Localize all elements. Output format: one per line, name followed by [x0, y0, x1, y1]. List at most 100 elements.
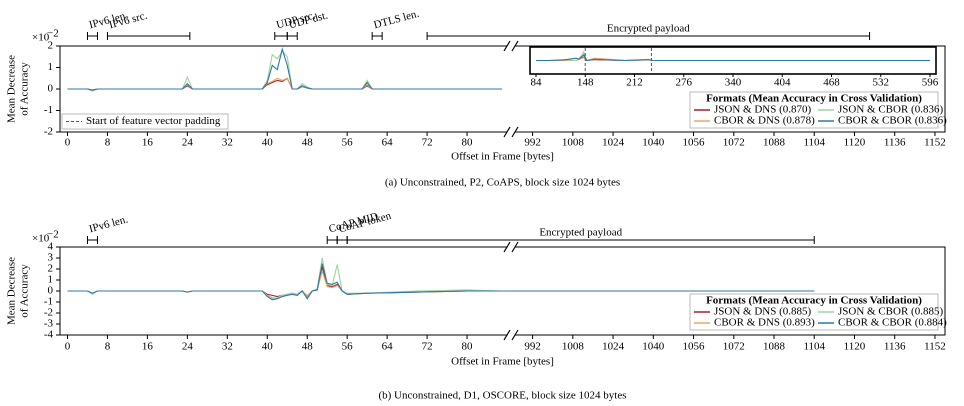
- annotation-bracket: [86, 32, 98, 40]
- inset-x-tick-label: 84: [531, 77, 543, 89]
- inset-x-tick-label: 532: [873, 77, 890, 89]
- x-tick-label: 1152: [924, 341, 946, 353]
- x-tick-label: 64: [382, 341, 394, 353]
- x-tick-label: 80: [462, 137, 474, 149]
- legend-label: JSON & DNS (0.870): [714, 104, 812, 116]
- annotation-label: Encrypted payload: [607, 23, 690, 35]
- x-tick-label: 64: [382, 137, 394, 149]
- y-tick-label: 0: [48, 285, 54, 297]
- legend-label: CBOR & CBOR (0.884): [838, 317, 947, 329]
- x-tick-label: 48: [302, 341, 314, 353]
- y-multiplier: ×10: [32, 32, 50, 44]
- x-tick-label: 24: [182, 137, 194, 149]
- x-axis-label: Offset in Frame [bytes]: [451, 151, 554, 163]
- x-tick-label: 1040: [642, 341, 665, 353]
- annotation-bracket: [326, 236, 338, 244]
- annotation-bracket: [274, 32, 288, 40]
- x-tick-label: 992: [524, 341, 541, 353]
- legend-label: CBOR & CBOR (0.836): [838, 115, 947, 127]
- x-tick-label: 1008: [562, 341, 585, 353]
- caption: (a) Unconstrained, P2, CoAPS, block size…: [385, 177, 620, 189]
- x-tick-label: 1120: [844, 137, 866, 149]
- x-tick-label: 1072: [723, 341, 745, 353]
- legend-box: [689, 293, 939, 331]
- y-tick-label: -1: [44, 104, 53, 116]
- x-tick-label: 1152: [924, 137, 946, 149]
- x-tick-label: 32: [222, 341, 233, 353]
- y-multiplier-exponent: −2: [47, 229, 59, 241]
- annotation-bracket: [286, 32, 298, 40]
- x-tick-label: 16: [142, 137, 154, 149]
- y-multiplier: ×10: [32, 233, 50, 245]
- x-tick-label: 56: [342, 341, 354, 353]
- series-line: [67, 257, 815, 300]
- x-tick-label: 8: [105, 137, 111, 149]
- inset-x-tick-label: 148: [577, 77, 594, 89]
- x-tick-label: 8: [105, 341, 111, 353]
- x-tick-label: 48: [302, 137, 314, 149]
- axis-break: [503, 241, 511, 253]
- axis-break: [511, 40, 519, 52]
- y-axis-label: of Accuracy: [19, 264, 31, 318]
- y-tick-label: 1: [48, 274, 54, 286]
- inset-x-tick-label: 404: [774, 77, 791, 89]
- legend-label: JSON & CBOR (0.836): [838, 104, 943, 116]
- y-axis-label: Mean Decrease: [6, 55, 18, 123]
- y-tick-label: 2: [48, 263, 54, 275]
- x-tick-label: 1040: [642, 137, 665, 149]
- y-tick-label: -3: [44, 318, 54, 330]
- y-tick-label: -2: [44, 307, 53, 319]
- x-tick-label: 32: [222, 137, 233, 149]
- padding-legend-label: Start of feature vector padding: [86, 115, 221, 127]
- legend-title: Formats (Mean Accuracy in Cross Validati…: [706, 295, 922, 307]
- x-tick-label: 40: [262, 341, 274, 353]
- inset-x-tick-label: 340: [725, 77, 742, 89]
- x-tick-label: 1024: [602, 137, 625, 149]
- annotation-label: Encrypted payload: [539, 227, 622, 239]
- x-tick-label: 72: [422, 137, 433, 149]
- annotation-bracket: [371, 32, 383, 40]
- y-axis-label: of Accuracy: [19, 62, 31, 116]
- x-tick-label: 1008: [562, 137, 585, 149]
- x-tick-label: 1056: [683, 341, 706, 353]
- x-tick-label: 72: [422, 341, 433, 353]
- annotation-bracket: [86, 236, 98, 244]
- annotation-label: DTLS len.: [372, 8, 420, 32]
- x-tick-label: 1072: [723, 137, 745, 149]
- y-tick-label: 1: [48, 61, 54, 73]
- legend-label: CBOR & DNS (0.878): [714, 115, 815, 127]
- axis-break: [503, 126, 511, 138]
- x-tick-label: 1024: [602, 341, 625, 353]
- y-tick-label: 3: [48, 252, 54, 264]
- x-tick-label: 1104: [803, 137, 825, 149]
- axis-break: [503, 40, 511, 52]
- axis-break: [511, 126, 519, 138]
- x-axis-label: Offset in Frame [bytes]: [451, 356, 554, 368]
- y-tick-label: -2: [44, 126, 53, 138]
- x-tick-label: 1088: [763, 341, 786, 353]
- annotation-bracket: [426, 32, 871, 40]
- series-line: [536, 53, 930, 62]
- legend-box: [689, 91, 939, 129]
- x-tick-label: 992: [524, 137, 541, 149]
- x-tick-label: 1136: [884, 137, 906, 149]
- x-tick-label: 0: [65, 137, 71, 149]
- y-tick-label: 2: [48, 40, 54, 52]
- legend-label: CBOR & DNS (0.893): [714, 317, 815, 329]
- x-tick-label: 24: [182, 341, 194, 353]
- annotation-label: IPv6 len.: [88, 213, 130, 235]
- x-tick-label: 1056: [683, 137, 706, 149]
- x-tick-label: 80: [462, 341, 474, 353]
- y-tick-label: -1: [44, 296, 53, 308]
- x-tick-label: 56: [342, 137, 354, 149]
- x-tick-label: 1136: [884, 341, 906, 353]
- x-tick-label: 16: [142, 341, 154, 353]
- x-tick-label: 1104: [803, 341, 825, 353]
- annotation-bracket: [346, 236, 815, 244]
- axis-break: [511, 329, 519, 341]
- legend-title: Formats (Mean Accuracy in Cross Validati…: [706, 93, 922, 105]
- caption: (b) Unconstrained, D1, OSCORE, block siz…: [378, 390, 626, 402]
- x-tick-label: 40: [262, 137, 274, 149]
- y-tick-label: 0: [48, 83, 54, 95]
